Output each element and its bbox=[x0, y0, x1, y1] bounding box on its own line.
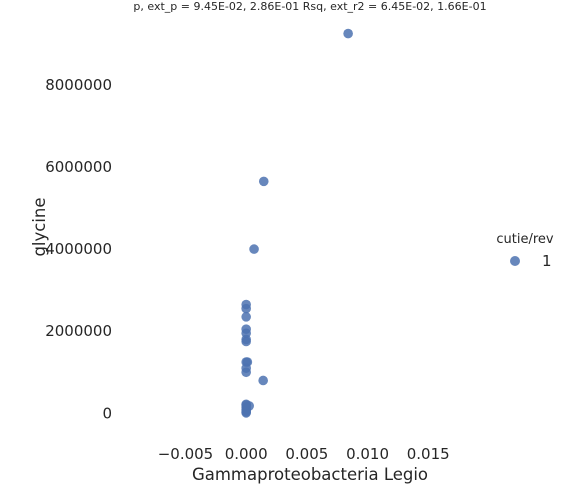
y-tick-label: 4000000 bbox=[45, 240, 112, 258]
data-point bbox=[241, 336, 251, 347]
legend-marker bbox=[510, 256, 520, 266]
y-tick-label: 8000000 bbox=[45, 76, 112, 94]
data-point bbox=[258, 375, 268, 386]
x-axis-label: Gammaproteobacteria Legio bbox=[192, 465, 428, 484]
data-point bbox=[241, 408, 251, 418]
x-tick-label: 0.000 bbox=[225, 445, 268, 463]
data-point bbox=[241, 367, 251, 378]
legend-title: cutie/rev bbox=[496, 232, 554, 247]
data-point bbox=[241, 303, 251, 314]
chart-title: p, ext_p = 9.45E-02, 2.86E-01 Rsq, ext_r… bbox=[133, 0, 486, 13]
data-point bbox=[241, 312, 251, 322]
x-tick-label: 0.015 bbox=[407, 445, 450, 463]
legend: cutie/rev 1 bbox=[496, 232, 554, 270]
y-axis-ticks: 0 2000000 4000000 6000000 8000000 bbox=[45, 76, 112, 422]
data-point bbox=[258, 176, 269, 187]
x-tick-label: −0.005 bbox=[158, 445, 214, 463]
data-point bbox=[249, 244, 259, 254]
legend-entry-label: 1 bbox=[542, 252, 552, 270]
data-points bbox=[241, 28, 353, 418]
x-tick-label: 0.010 bbox=[346, 445, 389, 463]
y-axis-label: glycine bbox=[30, 197, 49, 256]
y-tick-label: 0 bbox=[102, 404, 112, 422]
y-tick-label: 6000000 bbox=[45, 158, 112, 176]
x-tick-label: 0.005 bbox=[285, 445, 328, 463]
y-tick-label: 2000000 bbox=[45, 322, 112, 340]
x-axis-ticks: −0.005 0.000 0.005 0.010 0.015 bbox=[158, 445, 450, 463]
data-point bbox=[343, 28, 353, 39]
